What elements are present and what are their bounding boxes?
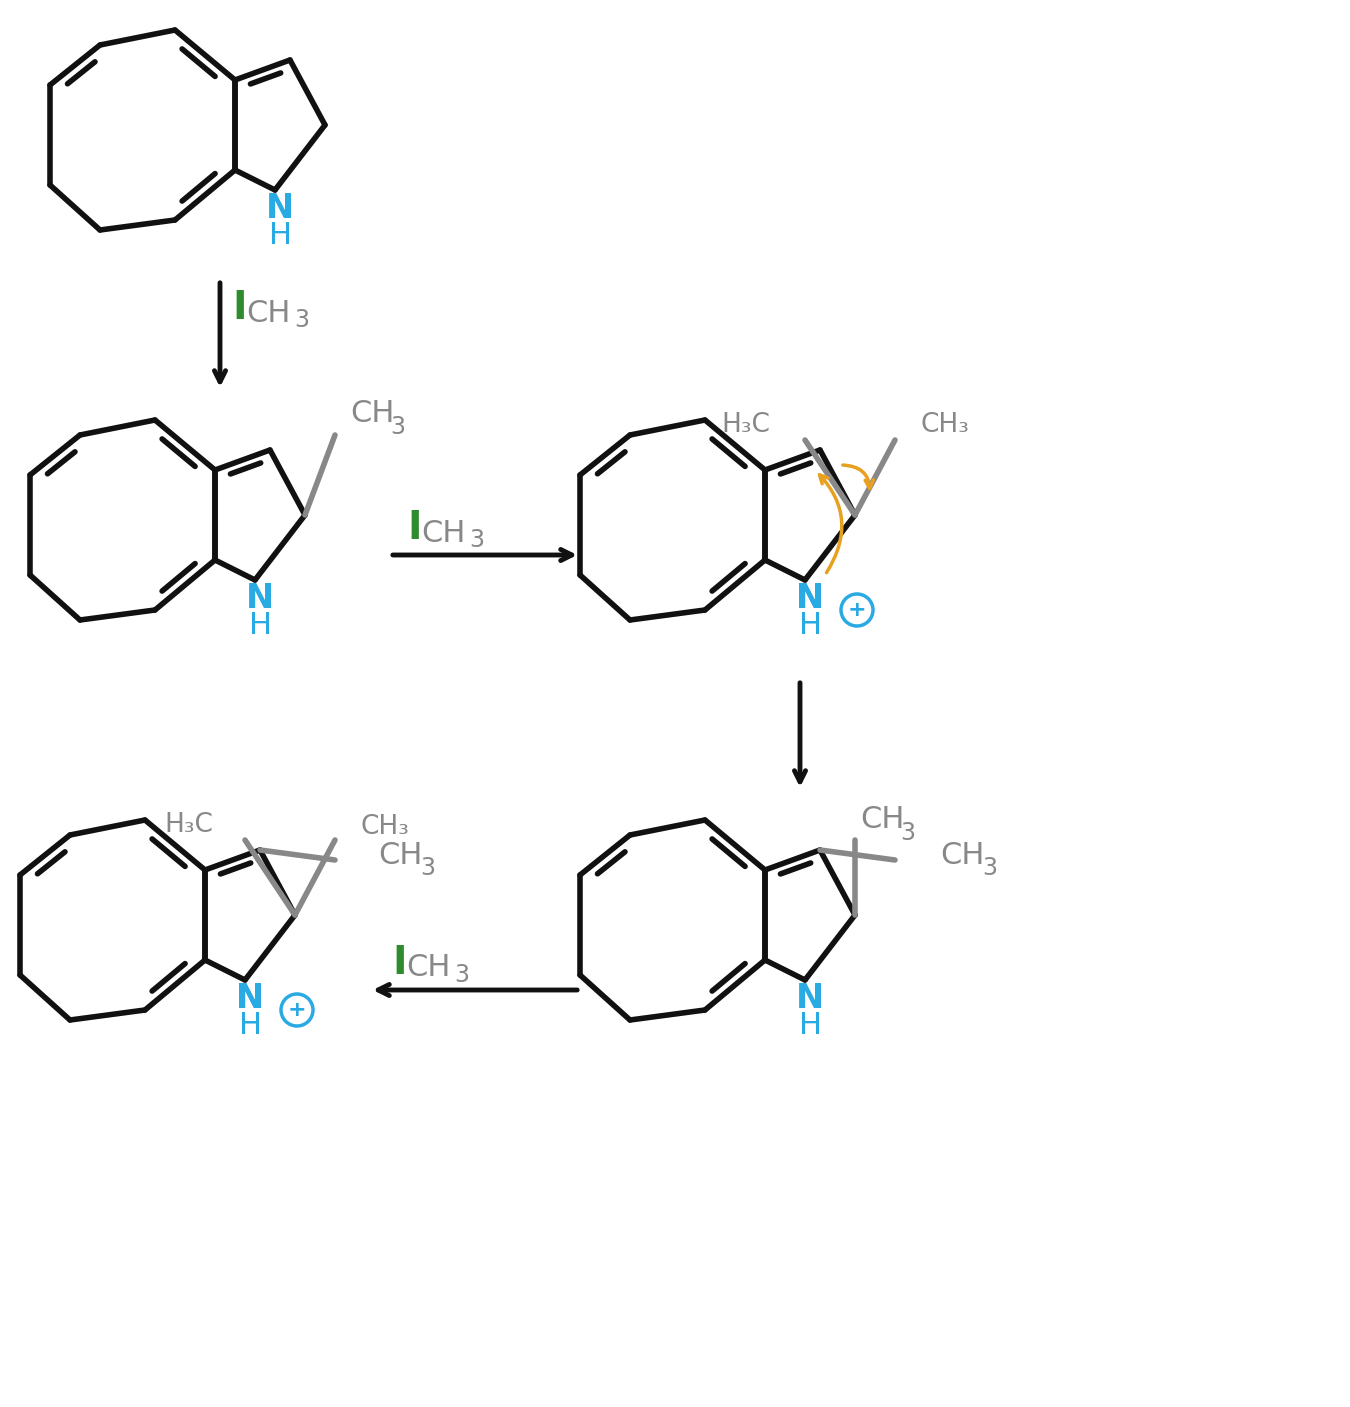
- Text: H₃C: H₃C: [721, 412, 770, 438]
- Text: CH: CH: [860, 805, 905, 834]
- Text: I: I: [393, 944, 408, 982]
- Text: 3: 3: [455, 962, 470, 986]
- Text: CH: CH: [378, 840, 423, 870]
- Text: H: H: [248, 611, 271, 640]
- Text: H: H: [798, 611, 822, 640]
- Text: N: N: [246, 581, 274, 615]
- Text: +: +: [848, 599, 867, 620]
- Text: 3: 3: [470, 528, 485, 552]
- Text: I: I: [408, 509, 423, 547]
- Text: 3: 3: [981, 855, 998, 879]
- Text: H: H: [239, 1010, 262, 1040]
- Text: 3: 3: [900, 822, 915, 846]
- Text: 3: 3: [390, 415, 405, 439]
- Text: 3: 3: [420, 855, 435, 879]
- Text: H: H: [798, 1010, 822, 1040]
- Text: CH: CH: [246, 298, 290, 328]
- Text: CH₃: CH₃: [360, 815, 409, 840]
- Text: N: N: [796, 581, 824, 615]
- Text: CH: CH: [406, 954, 450, 982]
- Text: H: H: [239, 1010, 262, 1040]
- Text: CH: CH: [350, 398, 394, 428]
- Text: H: H: [269, 221, 292, 249]
- Text: N: N: [236, 982, 265, 1014]
- Text: N: N: [266, 191, 294, 225]
- Text: H: H: [798, 611, 822, 640]
- Text: H₃C: H₃C: [165, 812, 213, 839]
- Text: N: N: [796, 581, 824, 615]
- Text: N: N: [236, 982, 265, 1014]
- Text: CH₃: CH₃: [919, 412, 969, 438]
- Text: +: +: [288, 1000, 306, 1020]
- Text: CH: CH: [421, 519, 466, 547]
- Text: N: N: [796, 982, 824, 1014]
- Text: 3: 3: [294, 308, 309, 332]
- Text: CH: CH: [940, 840, 984, 870]
- Text: I: I: [232, 288, 247, 326]
